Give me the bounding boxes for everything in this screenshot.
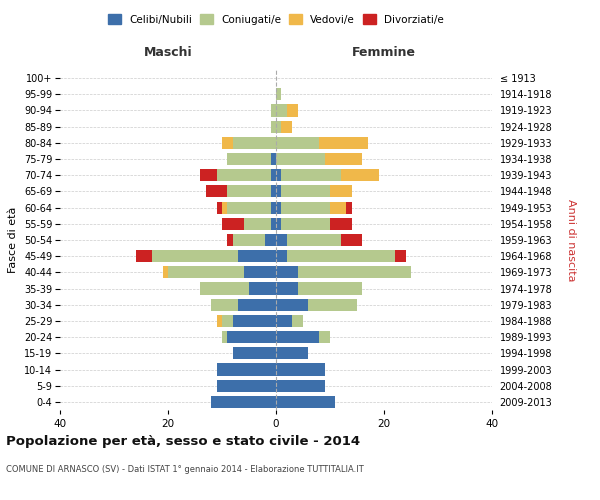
Bar [163, 266, 168, 278]
Bar [233, 137, 276, 149]
Bar [200, 169, 217, 181]
Bar [271, 104, 276, 117]
Bar [298, 266, 411, 278]
Bar [217, 315, 222, 327]
Legend: Celibi/Nubili, Coniugati/e, Vedovi/e, Divorziati/e: Celibi/Nubili, Coniugati/e, Vedovi/e, Di… [104, 10, 448, 29]
Bar [292, 315, 303, 327]
Bar [276, 234, 287, 246]
Bar [341, 234, 362, 246]
Bar [217, 169, 271, 181]
Bar [271, 169, 276, 181]
Bar [249, 282, 276, 294]
Bar [211, 396, 276, 408]
Bar [271, 120, 276, 132]
Bar [276, 315, 292, 327]
Bar [227, 153, 271, 165]
Bar [281, 169, 341, 181]
Bar [200, 282, 249, 294]
Bar [271, 202, 276, 213]
Y-axis label: Anni di nascita: Anni di nascita [566, 198, 576, 281]
Bar [227, 186, 271, 198]
Bar [276, 348, 308, 360]
Bar [308, 298, 357, 311]
Bar [206, 186, 227, 198]
Bar [276, 88, 281, 101]
Bar [276, 169, 281, 181]
Bar [330, 186, 352, 198]
Bar [276, 137, 319, 149]
Bar [222, 315, 233, 327]
Bar [287, 250, 395, 262]
Bar [281, 202, 330, 213]
Bar [238, 298, 276, 311]
Bar [319, 137, 368, 149]
Bar [276, 153, 325, 165]
Bar [395, 250, 406, 262]
Bar [168, 266, 244, 278]
Bar [330, 218, 352, 230]
Bar [222, 202, 227, 213]
Bar [281, 120, 292, 132]
Bar [276, 250, 287, 262]
Bar [276, 282, 298, 294]
Bar [233, 234, 265, 246]
Y-axis label: Fasce di età: Fasce di età [8, 207, 19, 273]
Bar [287, 234, 341, 246]
Bar [346, 202, 352, 213]
Bar [276, 298, 308, 311]
Bar [244, 266, 276, 278]
Bar [233, 348, 276, 360]
Bar [227, 331, 276, 343]
Bar [281, 186, 330, 198]
Bar [222, 218, 244, 230]
Bar [222, 137, 233, 149]
Bar [319, 331, 330, 343]
Bar [217, 380, 276, 392]
Bar [276, 364, 325, 376]
Bar [276, 380, 325, 392]
Bar [271, 218, 276, 230]
Bar [152, 250, 238, 262]
Bar [341, 169, 379, 181]
Bar [287, 104, 298, 117]
Bar [238, 250, 276, 262]
Bar [276, 202, 281, 213]
Bar [211, 298, 238, 311]
Bar [271, 186, 276, 198]
Bar [276, 186, 281, 198]
Bar [276, 120, 281, 132]
Bar [298, 282, 362, 294]
Bar [330, 202, 346, 213]
Text: Popolazione per età, sesso e stato civile - 2014: Popolazione per età, sesso e stato civil… [6, 435, 360, 448]
Bar [325, 153, 362, 165]
Text: COMUNE DI ARNASCO (SV) - Dati ISTAT 1° gennaio 2014 - Elaborazione TUTTITALIA.IT: COMUNE DI ARNASCO (SV) - Dati ISTAT 1° g… [6, 465, 364, 474]
Bar [136, 250, 152, 262]
Bar [227, 202, 271, 213]
Bar [244, 218, 271, 230]
Bar [227, 234, 233, 246]
Text: Femmine: Femmine [352, 46, 416, 59]
Bar [217, 364, 276, 376]
Bar [222, 331, 227, 343]
Bar [233, 315, 276, 327]
Bar [276, 396, 335, 408]
Bar [276, 104, 287, 117]
Bar [276, 266, 298, 278]
Bar [276, 331, 319, 343]
Bar [271, 153, 276, 165]
Bar [217, 202, 222, 213]
Bar [281, 218, 330, 230]
Bar [265, 234, 276, 246]
Bar [276, 218, 281, 230]
Text: Maschi: Maschi [143, 46, 193, 59]
